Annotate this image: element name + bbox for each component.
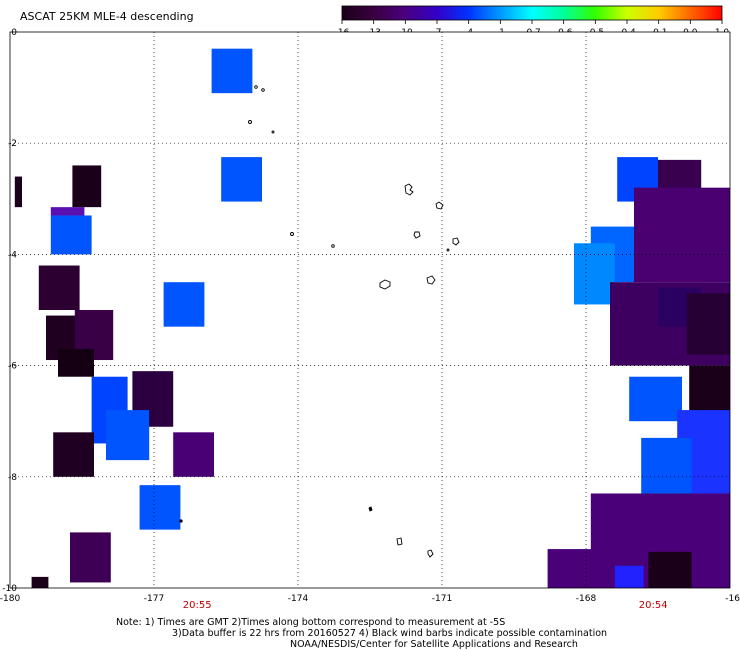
- footer-note-2: 3)Data buffer is 22 hrs from 20160527 4)…: [172, 628, 607, 639]
- plot-frame: [9, 31, 731, 589]
- colorbar-gradient: [341, 5, 723, 21]
- y-axis-labels: 0 -2 -4 -6 -8 -10: [2, 28, 17, 594]
- island: [271, 130, 275, 134]
- swath-cell: [221, 157, 262, 202]
- island: [368, 506, 373, 512]
- island: [254, 85, 258, 89]
- swath-cell: [629, 376, 682, 422]
- swath-west: [14, 48, 262, 588]
- island: [435, 201, 444, 210]
- y-tick-label: -2: [8, 139, 17, 149]
- y-tick-label: -8: [8, 473, 17, 483]
- swath-cell: [614, 565, 644, 588]
- island: [290, 232, 294, 236]
- swath-cell: [58, 348, 94, 377]
- x-axis-labels: -180 -177 -174 -171 -168 -16: [0, 594, 740, 604]
- swath-cell: [50, 215, 92, 255]
- island: [396, 537, 403, 546]
- time-label: 20:54: [639, 600, 668, 611]
- swath-cell: [38, 265, 80, 310]
- y-tick-label: -6: [8, 362, 17, 372]
- swath-cell: [634, 187, 730, 283]
- island: [427, 549, 434, 558]
- x-tick-label: -171: [432, 594, 452, 604]
- swath-cell: [106, 410, 150, 461]
- island: [413, 231, 421, 239]
- footer-note-1: Note: 1) Times are GMT 2)Times along bot…: [116, 617, 505, 628]
- island: [446, 248, 450, 252]
- swath-cell: [686, 293, 730, 355]
- swath-cell: [641, 437, 692, 494]
- map-grid: [10, 32, 730, 588]
- island: [248, 120, 252, 124]
- y-tick-label: -4: [8, 250, 17, 260]
- swath-cell: [70, 532, 111, 583]
- y-tick-label: 0: [11, 28, 17, 38]
- swath-east: [547, 157, 730, 588]
- y-tick-label: -10: [2, 584, 17, 594]
- swath-cell: [163, 282, 205, 327]
- x-tick-label: -174: [288, 594, 309, 604]
- swath-cell: [173, 432, 214, 477]
- swath-cell: [14, 176, 22, 208]
- x-tick-label: -177: [144, 594, 164, 604]
- x-tick-label: -16: [725, 594, 740, 604]
- swath-cell: [72, 165, 102, 208]
- island: [404, 183, 414, 196]
- map-title: ASCAT 25KM MLE-4 descending: [20, 10, 194, 23]
- time-label: 20:55: [183, 600, 212, 611]
- swath-cell: [211, 48, 253, 94]
- swath-cell: [31, 576, 49, 588]
- island: [331, 244, 335, 248]
- swath-cell: [50, 207, 85, 216]
- island-outlines: [179, 85, 460, 558]
- island: [452, 237, 460, 246]
- swath-cell: [648, 551, 692, 588]
- x-tick-label: -180: [0, 594, 20, 604]
- footer-credit: NOAA/NESDIS/Center for Satellite Applica…: [290, 639, 578, 650]
- island: [261, 88, 265, 92]
- swath-cell: [53, 432, 94, 477]
- swath-cell: [574, 243, 615, 305]
- island: [179, 519, 183, 523]
- time-labels: 20:55 20:54: [183, 600, 668, 611]
- island: [426, 275, 436, 285]
- island: [379, 279, 391, 290]
- plot-area: [9, 31, 731, 589]
- swath-cell: [139, 485, 181, 530]
- x-tick-label: -168: [576, 594, 597, 604]
